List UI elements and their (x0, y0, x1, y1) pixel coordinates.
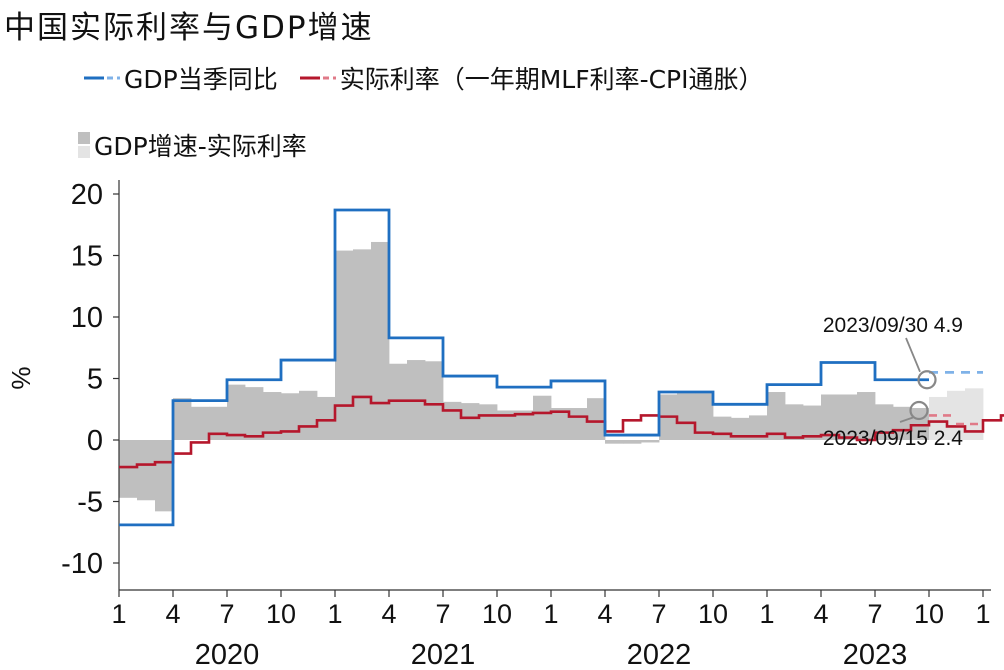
gap-bars (119, 241, 984, 512)
x-tick-label: 7 (435, 599, 450, 629)
gap-bar (803, 405, 822, 440)
gap-bar (299, 390, 318, 440)
x-year-label: 2020 (195, 639, 260, 670)
gap-bar (893, 406, 912, 440)
legend-real-rate-label: 实际利率（一年期MLF利率-CPI通胀） (339, 65, 764, 94)
gap-bar (605, 440, 624, 444)
chart-title: 中国实际利率与GDP增速 (4, 10, 374, 46)
gap-bar (875, 404, 894, 440)
x-tick-label: 7 (651, 599, 666, 629)
gap-bar (785, 404, 804, 440)
gap-bar (839, 394, 858, 440)
x-tick-label: 1 (975, 599, 990, 629)
gap-bar (371, 241, 390, 440)
gap-bar (173, 398, 192, 440)
x-year-label: 2022 (627, 639, 692, 670)
x-tick-label: 1 (327, 599, 342, 629)
gap-bar (209, 406, 228, 440)
gap-bar (749, 415, 768, 440)
legend-gdp: GDP当季同比 (84, 60, 278, 96)
legend-row-1: GDP当季同比 实际利率（一年期MLF利率-CPI通胀） (84, 60, 786, 96)
x-tick-label: 4 (597, 599, 612, 629)
gap-bar (767, 392, 786, 440)
x-tick-label: 4 (381, 599, 396, 629)
gap-forecast-bar (929, 396, 948, 440)
x-tick-label: 4 (813, 599, 828, 629)
real-rate-line (119, 395, 1004, 469)
annotations: 2023/09/30 4.9 2023/09/15 2.4 (823, 314, 963, 450)
gap-bar (317, 396, 336, 440)
gap-bar (857, 392, 876, 440)
x-tick-label: 7 (219, 599, 234, 629)
y-tick-label: 10 (71, 302, 103, 334)
y-tick-label: -5 (77, 487, 103, 519)
gap-bar (191, 406, 210, 440)
real-rate-series (119, 395, 1004, 469)
gap-bar (713, 416, 732, 440)
x-tick-label: 1 (111, 599, 126, 629)
legend-gdp-swatch (84, 76, 120, 80)
legend-gap-swatch (78, 132, 90, 158)
gap-bar (353, 249, 372, 440)
x-tick-label: 4 (165, 599, 180, 629)
rate-marker-circle (909, 400, 929, 421)
gap-bar (587, 398, 606, 440)
gdp-marker-circle (917, 370, 937, 390)
gap-bar (551, 408, 570, 440)
x-tick-label: 10 (266, 599, 296, 629)
gap-bar (443, 401, 462, 440)
gap-bar (137, 440, 156, 501)
gdp-series (119, 208, 983, 527)
gap-bar (497, 410, 516, 440)
gap-bar (155, 440, 174, 512)
legend-real-rate-swatch (299, 76, 336, 80)
gap-bar (821, 394, 840, 440)
gap-bar (479, 404, 498, 440)
y-tick-label: 15 (71, 241, 103, 273)
x-year-label: 2021 (411, 639, 476, 670)
y-axis-label: % (6, 366, 36, 389)
y-tick-label: 20 (71, 179, 103, 211)
legend-gap: GDP增速-实际利率 (78, 127, 307, 163)
gap-bar (677, 393, 696, 440)
y-tick-label: 5 (87, 364, 103, 396)
gap-bar (119, 440, 138, 498)
legend-gdp-label: GDP当季同比 (124, 65, 278, 94)
legend-gap-label: GDP增速-实际利率 (94, 132, 307, 161)
gdp-annotation-label: 2023/09/30 4.9 (823, 314, 963, 337)
gap-bar (461, 403, 480, 440)
x-tick-label: 1 (543, 599, 558, 629)
gap-bar (425, 361, 444, 440)
gap-bar (227, 384, 246, 440)
x-year-label: 2023 (843, 639, 908, 670)
legend-row-2: GDP增速-实际利率 (78, 127, 329, 163)
x-tick-label: 10 (698, 599, 728, 629)
gap-bar (245, 387, 264, 440)
gap-bar (623, 440, 642, 444)
gdp-line (119, 208, 929, 527)
gap-bar (641, 440, 660, 443)
y-tick-label: 0 (87, 425, 103, 457)
gap-bar (281, 393, 300, 440)
gap-bar (695, 393, 714, 440)
axes: 20 15 10 5 0 -5 -10% 1 4 7 10 1 4 7 10 1 4 7 10 1 4 7 10 1 2020 2… (6, 179, 991, 670)
rate-annotation-label: 2023/09/15 2.4 (823, 427, 963, 450)
x-tick-label: 10 (914, 599, 944, 629)
gap-bar (731, 417, 750, 440)
y-tick-label: -10 (61, 548, 103, 580)
x-tick-label: 1 (759, 599, 774, 629)
gap-bar (515, 410, 534, 440)
x-tick-label: 7 (867, 599, 882, 629)
legend-real-rate: 实际利率（一年期MLF利率-CPI通胀） (299, 60, 764, 96)
gap-bar (533, 395, 552, 440)
gap-bar (263, 392, 282, 440)
gap-forecast-bar (965, 388, 984, 440)
gap-bar (569, 408, 588, 440)
x-tick-label: 10 (482, 599, 512, 629)
gdp-marker-leader (905, 337, 921, 373)
gap-bar (335, 250, 354, 440)
rate-marker-leader (899, 416, 914, 423)
